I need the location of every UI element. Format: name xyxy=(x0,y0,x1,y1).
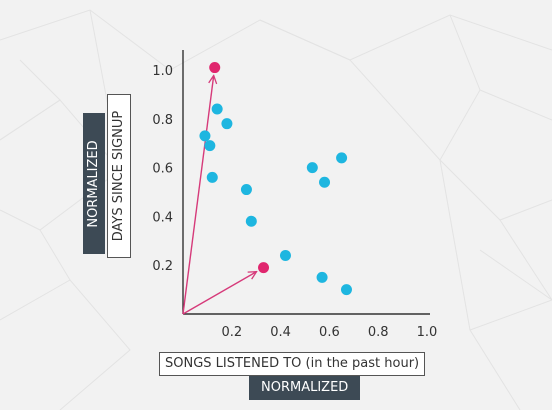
x-tick-label-3: 0.8 xyxy=(368,325,389,340)
data-point-s1-0 xyxy=(209,62,221,74)
data-point-s0-6 xyxy=(245,215,257,227)
data-point-s1-1 xyxy=(258,262,270,274)
y-axis-label-group: NORMALIZED DAYS SINCE SIGNUP xyxy=(83,94,131,260)
data-point-s0-8 xyxy=(306,162,318,174)
data-point-s0-3 xyxy=(204,140,216,152)
data-point-s0-11 xyxy=(316,271,328,283)
x-tick-label-1: 0.4 xyxy=(270,325,291,340)
data-point-s0-0 xyxy=(211,103,223,115)
y-axis-label-box: DAYS SINCE SIGNUP xyxy=(107,94,131,258)
y-tick-labels: 0.2 0.4 0.6 0.8 1.0 xyxy=(152,64,173,274)
x-axis-normalized-tag: NORMALIZED xyxy=(249,376,361,400)
y-axis-normalized-tag: NORMALIZED xyxy=(83,113,105,254)
y-tick-label-3: 0.8 xyxy=(152,113,173,128)
data-point-s0-4 xyxy=(206,171,218,183)
vector-arrow-1 xyxy=(182,272,256,315)
y-tick-label-0: 0.2 xyxy=(152,259,173,274)
data-point-s0-2 xyxy=(199,130,211,142)
y-tick-label-4: 1.0 xyxy=(152,64,173,79)
data-point-s0-7 xyxy=(279,249,291,261)
x-axis-label: SONGS LISTENED TO (in the past hour) xyxy=(159,352,426,376)
x-tick-labels: 0.2 0.4 0.6 0.8 1.0 xyxy=(221,325,437,340)
data-point-s0-9 xyxy=(319,176,331,188)
data-point-s0-10 xyxy=(336,152,348,164)
x-tick-label-0: 0.2 xyxy=(221,325,242,340)
y-axis-label-text: DAYS SINCE SIGNUP xyxy=(111,110,126,242)
data-point-s0-12 xyxy=(340,284,352,296)
data-point-s0-1 xyxy=(221,118,233,130)
y-axis-normalized-text: NORMALIZED xyxy=(86,139,101,228)
y-tick-label-2: 0.6 xyxy=(152,162,173,177)
x-tick-label-2: 0.6 xyxy=(319,325,340,340)
data-point-s0-5 xyxy=(240,184,252,196)
x-tick-label-4: 1.0 xyxy=(417,325,438,340)
vector-arrow-0 xyxy=(182,76,214,315)
vector-group xyxy=(182,76,256,315)
y-tick-label-1: 0.4 xyxy=(152,210,173,225)
points-group xyxy=(199,62,352,296)
